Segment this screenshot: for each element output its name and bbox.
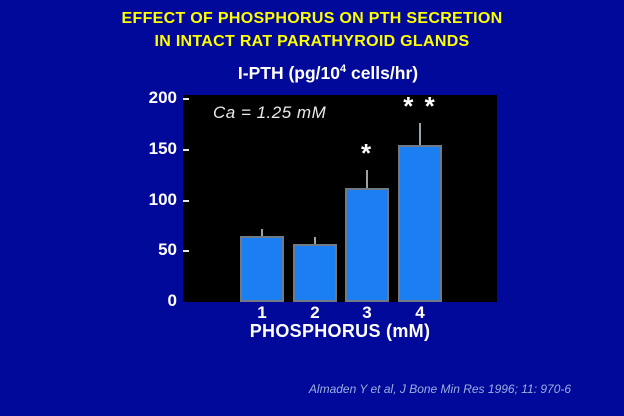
x-axis-labels: 1 2 3 4 xyxy=(183,303,497,323)
x-tick-label: 4 xyxy=(415,303,425,322)
bar xyxy=(293,244,337,302)
y-tick-label: 0 xyxy=(167,291,177,310)
significance-marker: * xyxy=(360,138,374,168)
chart-title: I-PTH (pg/104 cells/hr) xyxy=(158,63,498,84)
x-tick-label: 1 xyxy=(257,303,267,322)
y-axis-labels: 0 50 100 150 200 xyxy=(128,88,177,310)
y-axis-tick xyxy=(183,148,189,151)
citation: Almaden Y et al, J Bone Min Res 1996; 11… xyxy=(308,382,572,396)
bar xyxy=(240,236,284,302)
y-axis-tick xyxy=(183,199,189,202)
y-tick-label: 50 xyxy=(158,240,177,260)
error-bar-whisker xyxy=(366,170,368,188)
slide-title-line2: IN INTACT RAT PARATHYROID GLANDS xyxy=(154,33,470,50)
y-axis-tick xyxy=(183,98,189,100)
y-tick-label: 150 xyxy=(148,138,177,158)
y-tick-label: 200 xyxy=(148,88,177,107)
error-bar-whisker xyxy=(419,123,421,145)
significance-marker: * * xyxy=(403,91,437,121)
bar xyxy=(345,188,389,302)
x-axis-title: PHOSPHORUS (mM) xyxy=(249,321,431,341)
error-bar-whisker xyxy=(261,229,263,236)
y-tick-label: 100 xyxy=(148,189,177,209)
chart-title-superscript: 4 xyxy=(339,63,347,76)
error-bar-whisker xyxy=(314,237,316,244)
bar xyxy=(398,145,442,302)
x-tick-label: 3 xyxy=(362,303,372,322)
chart-title-suffix: cells/hr) xyxy=(346,63,419,83)
x-tick-label: 2 xyxy=(310,303,320,322)
slide-title-line1: EFFECT OF PHOSPHORUS ON PTH SECRETION xyxy=(121,10,503,27)
calcium-annotation: Ca = 1.25 mM xyxy=(213,103,327,122)
plot-area: Ca = 1.25 mM * * * xyxy=(183,91,497,302)
y-axis-tick xyxy=(183,250,189,253)
slide-title: EFFECT OF PHOSPHORUS ON PTH SECRETION IN… xyxy=(0,7,624,53)
chart-title-prefix: I-PTH (pg/10 xyxy=(237,63,340,83)
